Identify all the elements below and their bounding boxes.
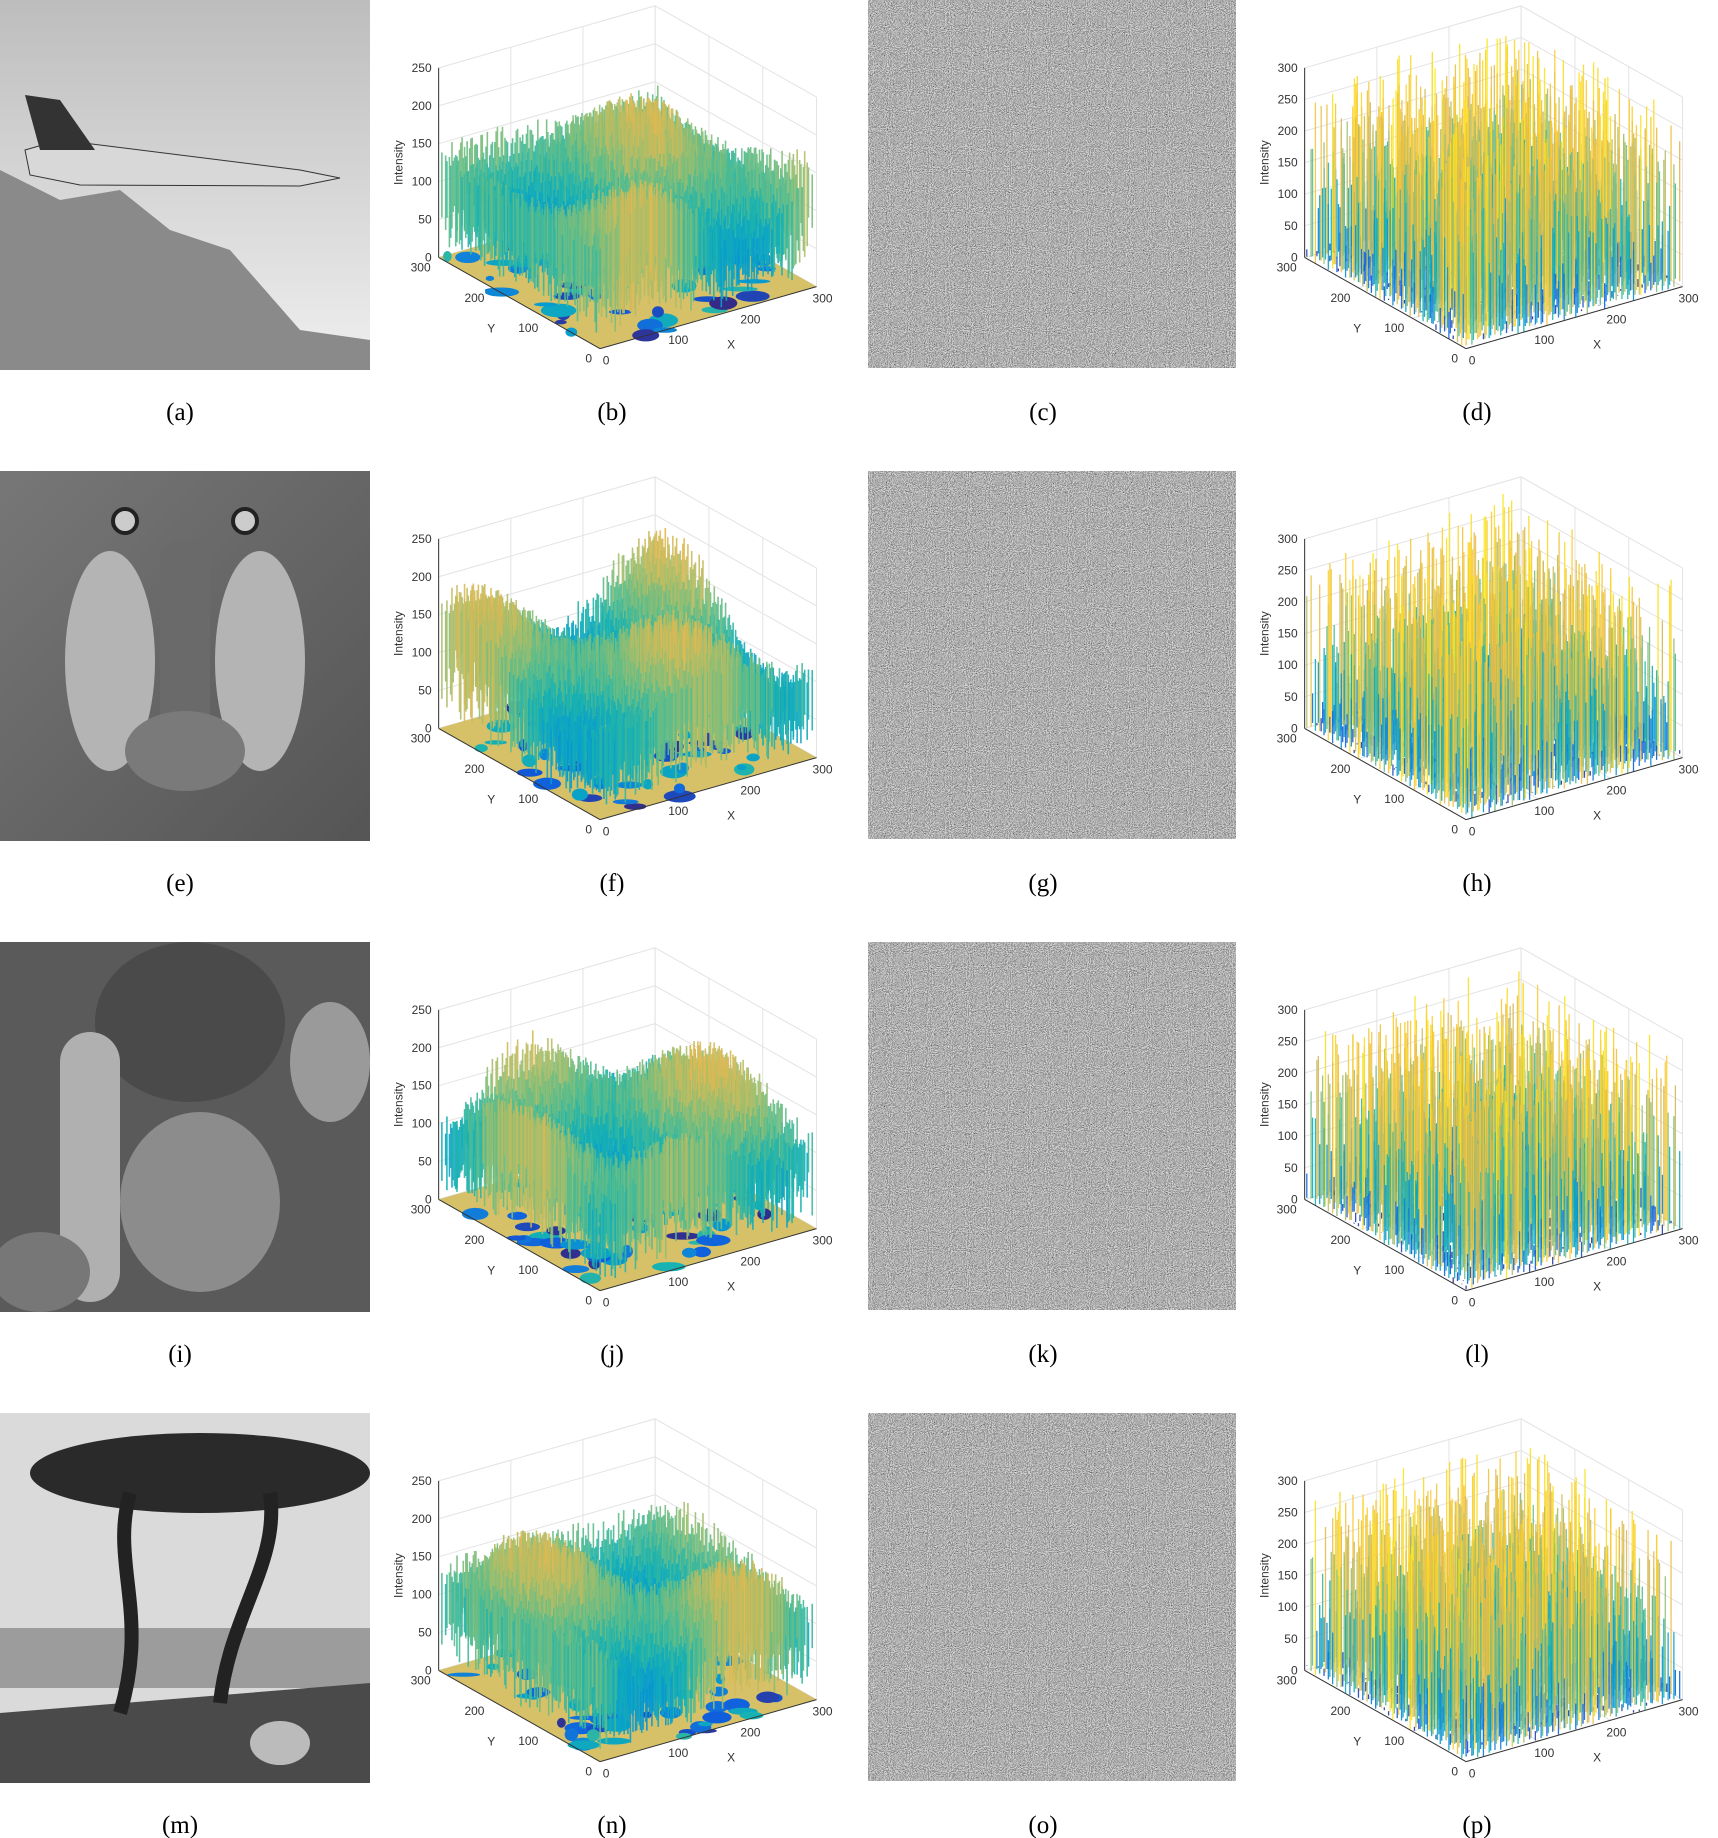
floor-detail	[735, 290, 770, 302]
z-tick-label: 100	[1278, 187, 1298, 201]
y-tick-label: 300	[1277, 260, 1297, 274]
nose	[160, 541, 210, 741]
y-tick-label: 0	[1451, 352, 1458, 366]
floor-detail	[651, 306, 664, 318]
z-axis-label: Intensity	[1258, 140, 1272, 185]
eye	[231, 507, 259, 535]
z-tick-label: 0	[425, 250, 432, 264]
y-tick-label: 100	[518, 321, 538, 335]
x-tick-label: 300	[813, 763, 833, 777]
y-tick-label: 300	[411, 731, 431, 745]
x-tick-label: 100	[668, 804, 688, 818]
z-tick-label: 200	[1278, 124, 1298, 138]
caption: (a)	[166, 399, 194, 426]
floor-detail	[485, 275, 495, 281]
x-axis-label: X	[1593, 338, 1601, 352]
cheek	[65, 551, 155, 771]
caption: (c)	[1029, 399, 1057, 426]
plane	[24, 139, 341, 187]
surface-plot: 05010015020025001002003000100200300XYInt…	[392, 476, 833, 839]
y-tick-label: 200	[464, 291, 484, 305]
caption: (b)	[597, 399, 626, 426]
y-axis	[1304, 256, 1467, 350]
floor-detail	[443, 251, 452, 262]
z-tick-label: 0	[425, 721, 432, 735]
z-tick-label: 50	[418, 683, 432, 697]
y-tick-label: 0	[585, 352, 592, 366]
photo	[0, 471, 370, 841]
z-tick-label: 150	[412, 608, 432, 622]
y-tick-label: 200	[1330, 291, 1350, 305]
floor-detail	[571, 788, 588, 801]
floor-detail	[555, 319, 567, 325]
floor-detail	[455, 251, 481, 264]
floor-detail	[737, 764, 747, 771]
mountains	[0, 170, 370, 370]
floor-detail	[533, 777, 561, 790]
x-axis	[1465, 286, 1683, 350]
x-tick-label: 100	[1534, 333, 1554, 347]
floor-detail	[474, 744, 488, 753]
floor-detail	[534, 302, 558, 307]
z-tick-label: 150	[412, 137, 432, 151]
x-tick-label: 0	[1469, 354, 1476, 368]
x-tick-label: 0	[603, 825, 610, 839]
z-tick-label: 150	[1278, 156, 1298, 170]
x-tick-label: 200	[740, 312, 760, 326]
z-tick-label: 250	[412, 61, 432, 75]
x-axis-label: X	[727, 338, 735, 352]
y-axis-label: Y	[487, 321, 495, 335]
floor-detail	[484, 287, 520, 297]
x-tick-label: 100	[668, 333, 688, 347]
floor-detail	[746, 753, 760, 762]
cheek	[215, 551, 305, 771]
floor-detail	[709, 296, 738, 310]
noise-image	[868, 0, 1236, 368]
surface-plot: 05010015020025030001002003000100200300XY…	[1258, 5, 1699, 368]
floor-detail	[484, 740, 507, 745]
x-tick-label: 300	[813, 292, 833, 306]
y-axis	[438, 256, 601, 350]
caption: (e)	[166, 870, 194, 897]
x-tick-label: 0	[603, 354, 610, 368]
surface-plot: 05010015020025001002003000100200300XYInt…	[392, 5, 833, 368]
x-tick-label: 200	[740, 783, 760, 797]
z-tick-label: 300	[1278, 61, 1298, 75]
x-tick-label: 200	[1606, 312, 1626, 326]
x-tick-label: 300	[1679, 292, 1699, 306]
floor-detail	[516, 768, 543, 777]
y-tick-label: 0	[585, 823, 592, 837]
z-tick-label: 0	[1291, 250, 1298, 264]
z-axis-label: Intensity	[392, 140, 406, 185]
z-tick-label: 250	[1278, 92, 1298, 106]
muzzle	[125, 711, 245, 791]
z-tick-label: 100	[412, 175, 432, 189]
y-axis-label: Y	[1353, 321, 1361, 335]
floor-detail	[615, 781, 643, 789]
y-tick-label: 300	[411, 260, 431, 274]
caption: (d)	[1462, 399, 1491, 426]
z-tick-label: 250	[412, 532, 432, 546]
y-tick-label: 200	[464, 762, 484, 776]
z-tick-label: 100	[412, 646, 432, 660]
photo	[0, 0, 370, 370]
z-tick-label: 50	[418, 212, 432, 226]
tail	[25, 95, 95, 150]
floor-detail	[673, 783, 686, 794]
x-axis	[599, 286, 817, 350]
z-tick-label: 50	[1284, 219, 1298, 233]
floor-detail	[540, 303, 577, 318]
z-tick-label: 200	[412, 570, 432, 584]
eye	[111, 507, 139, 535]
y-tick-label: 100	[518, 792, 538, 806]
z-tick-label: 200	[412, 99, 432, 113]
y-tick-label: 100	[1384, 321, 1404, 335]
